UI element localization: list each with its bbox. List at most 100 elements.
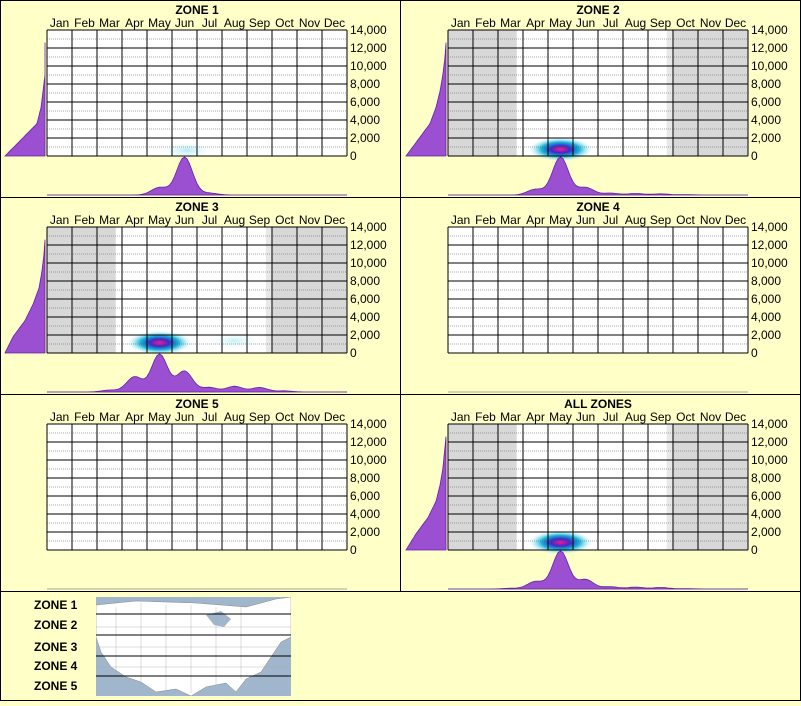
panel-1-month-label-oct: Oct xyxy=(275,16,294,30)
panel-6-elevation-distribution xyxy=(405,436,447,551)
panel-2-month-label-apr: Apr xyxy=(526,16,545,30)
legend-zone-4-label: ZONE 4 xyxy=(34,659,78,673)
panel-1-ytick-0: 0 xyxy=(350,149,357,163)
panel-5-ytick-0: 0 xyxy=(350,543,357,557)
panel-5-month-label-dec: Dec xyxy=(324,410,345,424)
panel-6-hotspot-1 xyxy=(528,530,593,555)
panel-1-ytick-10000: 10,000 xyxy=(350,59,387,73)
panel-3-month-label-may: May xyxy=(148,213,171,227)
panel-5-month-label-sep: Sep xyxy=(249,410,271,424)
panel-6-month-label-feb: Feb xyxy=(475,410,496,424)
panel-5-month-label-may: May xyxy=(148,410,171,424)
panel-6-ytick-10000: 10,000 xyxy=(751,453,788,467)
map-state-lines xyxy=(96,603,291,693)
panel-4-month-label-sep: Sep xyxy=(650,213,672,227)
panel-1-ytick-6000: 6,000 xyxy=(350,95,380,109)
panel-2-month-label-dec: Dec xyxy=(725,16,746,30)
panel-3-month-label-jul: Jul xyxy=(202,213,217,227)
panel-4-ytick-8000: 8,000 xyxy=(751,274,781,288)
panel-2-ytick-8000: 8,000 xyxy=(751,77,781,91)
panel-5-month-label-oct: Oct xyxy=(275,410,294,424)
panel-3-month-label-sep: Sep xyxy=(249,213,271,227)
panel-4-month-label-nov: Nov xyxy=(700,213,721,227)
panel-2-ytick-0: 0 xyxy=(751,149,758,163)
panel-6-month-label-dec: Dec xyxy=(725,410,746,424)
panel-5-ytick-4000: 4,000 xyxy=(350,507,380,521)
panel-5-month-label-aug: Aug xyxy=(224,410,245,424)
panel-3-month-label-oct: Oct xyxy=(275,213,294,227)
panel-4-month-label-oct: Oct xyxy=(676,213,695,227)
panel-5-ytick-14000: 14,000 xyxy=(350,417,387,431)
panel-3-ytick-6000: 6,000 xyxy=(350,292,380,306)
legend-zone-1-label: ZONE 1 xyxy=(34,598,78,612)
panel-1-title: ZONE 1 xyxy=(175,3,219,17)
panel-3-ytick-2000: 2,000 xyxy=(350,328,380,342)
panel-1-month-label-nov: Nov xyxy=(299,16,320,30)
panel-2-month-label-oct: Oct xyxy=(676,16,695,30)
panel-6-month-label-oct: Oct xyxy=(676,410,695,424)
panel-1-month-label-jun: Jun xyxy=(175,16,194,30)
panel-3-ytick-12000: 12,000 xyxy=(350,238,387,252)
panel-6-shade-month-2 xyxy=(473,424,498,550)
panel-4-month-label-jul: Jul xyxy=(603,213,618,227)
panel-1-month-label-dec: Dec xyxy=(324,16,345,30)
panel-3-ytick-0: 0 xyxy=(350,346,357,360)
panel-6-title: ALL ZONES xyxy=(564,397,632,411)
panel-3-month-label-feb: Feb xyxy=(74,213,95,227)
panel-4-month-label-jan: Jan xyxy=(451,213,470,227)
panel-2-shade-month-12 xyxy=(723,30,748,156)
map-lakes xyxy=(206,611,231,627)
panel-1-ytick-4000: 4,000 xyxy=(350,113,380,127)
panel-6-month-label-jul: Jul xyxy=(603,410,618,424)
panel-5-ytick-6000: 6,000 xyxy=(350,489,380,503)
panel-3-month-label-dec: Dec xyxy=(324,213,345,227)
panel-1-ytick-2000: 2,000 xyxy=(350,131,380,145)
panel-2-ytick-14000: 14,000 xyxy=(751,23,788,37)
panel-6-month-label-may: May xyxy=(549,410,572,424)
panel-5-ytick-8000: 8,000 xyxy=(350,471,380,485)
panel-3-month-label-apr: Apr xyxy=(125,213,144,227)
panel-5-title: ZONE 5 xyxy=(175,397,219,411)
panel-3-shade-month-12 xyxy=(322,227,347,353)
panel-2-month-label-sep: Sep xyxy=(650,16,672,30)
panel-5-month-label-feb: Feb xyxy=(74,410,95,424)
panel-6-month-distribution xyxy=(448,550,748,590)
panel-1-month-label-aug: Aug xyxy=(224,16,245,30)
panel-6-shade-month-10 xyxy=(673,424,698,550)
panel-1-month-label-jan: Jan xyxy=(50,16,69,30)
panel-5-month-label-apr: Apr xyxy=(125,410,144,424)
panel-3-shade-month-2 xyxy=(72,227,97,353)
panel-3-month-label-jan: Jan xyxy=(50,213,69,227)
panel-2-ytick-2000: 2,000 xyxy=(751,131,781,145)
panel-2-ytick-10000: 10,000 xyxy=(751,59,788,73)
panel-2-elevation-distribution xyxy=(405,42,447,157)
panel-4-month-label-jun: Jun xyxy=(576,213,595,227)
panel-3-month-distribution xyxy=(47,353,347,393)
zone-map xyxy=(96,597,291,696)
panel-4-ytick-4000: 4,000 xyxy=(751,310,781,324)
panel-5-month-label-nov: Nov xyxy=(299,410,320,424)
panel-5-ytick-2000: 2,000 xyxy=(350,525,380,539)
panel-1-hotspot-1 xyxy=(162,142,212,159)
panel-3-hotspot-1 xyxy=(127,330,192,355)
panel-3-shade-month-3 xyxy=(97,227,116,353)
panel-6-month-label-sep: Sep xyxy=(650,410,672,424)
panel-2-title: ZONE 2 xyxy=(576,3,620,17)
panel-6-ytick-6000: 6,000 xyxy=(751,489,781,503)
panel-2-month-label-nov: Nov xyxy=(700,16,721,30)
panel-2-ytick-6000: 6,000 xyxy=(751,95,781,109)
panel-6-shade-sep-partial xyxy=(666,424,673,550)
panel-1-month-label-mar: Mar xyxy=(99,16,120,30)
legend-zone-2-label: ZONE 2 xyxy=(34,618,78,632)
panel-3-shade-month-10 xyxy=(272,227,297,353)
panel-3-title: ZONE 3 xyxy=(175,200,219,214)
panel-6-shade-month-12 xyxy=(723,424,748,550)
panel-6-ytick-14000: 14,000 xyxy=(751,417,788,431)
panel-2-month-distribution xyxy=(448,156,748,196)
panel-6-shade-month-3 xyxy=(498,424,517,550)
panel-6-month-label-nov: Nov xyxy=(700,410,721,424)
panel-3-month-label-jun: Jun xyxy=(175,213,194,227)
panel-2-ytick-4000: 4,000 xyxy=(751,113,781,127)
